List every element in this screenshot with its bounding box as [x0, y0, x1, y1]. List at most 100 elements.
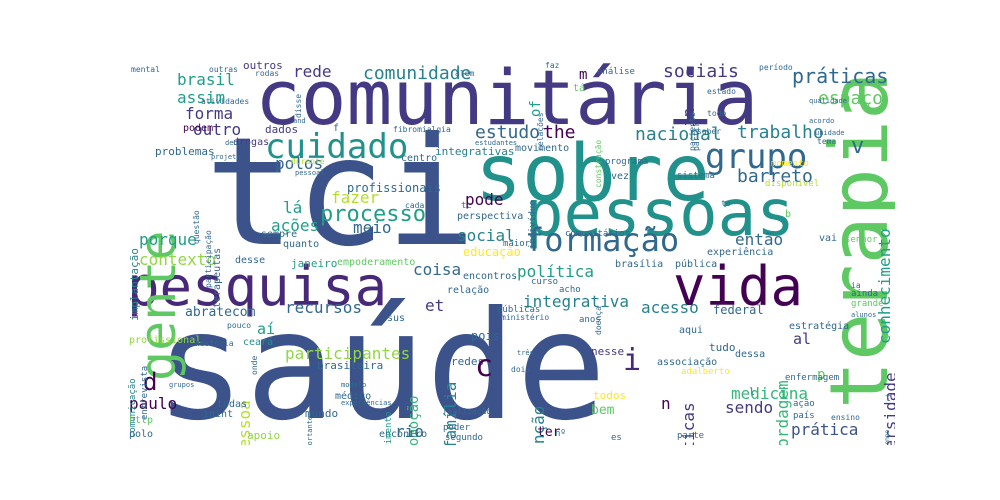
word-adalberto: adalberto — [681, 367, 730, 377]
word-medicina: medicina — [731, 384, 809, 403]
word-politica: política — [517, 262, 595, 281]
word-pais: país — [793, 411, 815, 421]
word-saude: saúde — [155, 280, 607, 445]
word-dentro: dentro — [225, 139, 251, 147]
word-formacao: formação — [525, 221, 680, 259]
word-momento: momento — [771, 159, 809, 169]
word-conhecimento: conhecimento — [875, 228, 894, 344]
word-acordo: acordo — [809, 117, 835, 125]
word-d: d — [143, 368, 158, 396]
word-polo: polo — [129, 429, 154, 440]
word-integrativas: integrativas — [435, 145, 515, 158]
word-http: http — [129, 415, 154, 426]
word-relacoes: relações — [536, 112, 545, 151]
word-encontros: encontros — [463, 271, 518, 282]
word-ai: aí — [257, 320, 276, 338]
word-ensino: ensino — [831, 413, 860, 422]
word-pessoas: pessoas — [525, 177, 795, 251]
word-fazer: fazer — [331, 188, 380, 207]
word-disse: disse — [294, 93, 303, 118]
word-ia: ia — [851, 281, 861, 290]
word-alem: além — [455, 69, 475, 78]
word-empoderamento: empoderamento — [337, 257, 416, 268]
word-recursos: recursos — [285, 298, 363, 317]
word-individuo: indivíduo — [528, 200, 538, 249]
word-vida: vida — [673, 255, 804, 318]
word-polos: polos — [275, 154, 324, 173]
word-analise: análise — [597, 67, 635, 77]
word-outras: outras — [209, 65, 238, 74]
word-espaco: espaço — [818, 88, 884, 109]
word-apoio: apoio — [247, 429, 281, 442]
word-barreto: barreto — [737, 166, 813, 187]
word-cloud: saúde tci comunitária terapia sobre pess… — [125, 60, 895, 445]
word-no: nº — [555, 429, 566, 439]
word-i: i — [623, 343, 642, 378]
word-parte: parte — [677, 431, 705, 441]
word-brasilia: brasília — [615, 259, 664, 270]
word-p: p — [817, 367, 826, 383]
word-grupos: grupos — [169, 381, 195, 389]
word-movimento: movimento — [515, 143, 570, 154]
word-ta: tá — [573, 83, 586, 94]
word-qualidade: qualidade — [809, 97, 847, 105]
word-processo: processo — [320, 202, 426, 227]
word-brasileira: brasileira — [317, 359, 384, 372]
word-abratecom: abratecom — [185, 305, 256, 320]
word-to: to — [721, 199, 731, 208]
word-rio: rio — [395, 422, 424, 441]
word-sempre: sempre — [261, 229, 298, 240]
word-m: m — [579, 67, 588, 83]
word-poder: poder — [443, 423, 471, 433]
word-profissionais: profissionais — [347, 181, 441, 195]
word-rede: rede — [293, 62, 332, 81]
word-ainda: ainda — [851, 289, 879, 299]
word-todas: todas — [217, 399, 248, 410]
word-terapeutas: terapeutas — [212, 247, 223, 308]
word-perspectiva: perspectiva — [457, 211, 524, 222]
word-projeto: projeto — [211, 153, 241, 161]
word-federal: federal — [713, 303, 764, 317]
word-desenvolvimento: desenvolvimento — [384, 412, 394, 445]
word-publica: pública — [675, 259, 718, 270]
word-periodo: período — [759, 63, 793, 72]
word-cada: cada — [405, 201, 425, 210]
word-dados: dados — [265, 123, 299, 136]
word-trabalho: trabalho — [737, 122, 824, 143]
word-coisa: coisa — [413, 260, 462, 279]
word-grande: grande — [851, 299, 884, 309]
word-unidade: unidade — [815, 129, 845, 137]
word-alunos: alunos — [851, 311, 877, 319]
word-maior: maior — [503, 239, 531, 249]
word-medico: médico — [335, 391, 372, 402]
word-outros: outros — [243, 60, 283, 72]
word-brasil: brasil — [177, 70, 235, 89]
word-f: f — [333, 123, 340, 134]
word-implantacao: implantação — [128, 248, 141, 321]
word-grupo: grupo — [705, 137, 808, 177]
word-estudo: estudo — [475, 122, 541, 143]
word-vai: vai — [819, 233, 838, 244]
word-pessoal: pessoal — [295, 169, 325, 177]
word-es: es — [611, 433, 622, 443]
word-questao: questão — [192, 210, 201, 244]
word-faz: faz — [545, 61, 560, 70]
word-outro: outro — [193, 120, 242, 139]
word-profissional: profissional — [129, 335, 202, 346]
word-dessa: dessa — [735, 349, 766, 360]
word-comunitarios: comunitários — [565, 229, 631, 239]
word-contexto: contexto — [139, 250, 217, 269]
word-la: lá — [283, 198, 303, 217]
word-comunidade: comunidade — [363, 63, 472, 84]
word-segundo: segundo — [445, 433, 483, 443]
word-estrategia: estratégia — [789, 321, 850, 332]
word-mental: mental — [131, 65, 160, 74]
word-acho: acho — [559, 285, 581, 295]
word-of: of — [528, 100, 544, 117]
word-integrativa: integrativa — [523, 292, 629, 311]
word-centro: centro — [401, 153, 438, 164]
word-publicas: públicas — [497, 305, 541, 315]
word-b: b — [785, 209, 792, 220]
word-c: c — [475, 349, 494, 384]
